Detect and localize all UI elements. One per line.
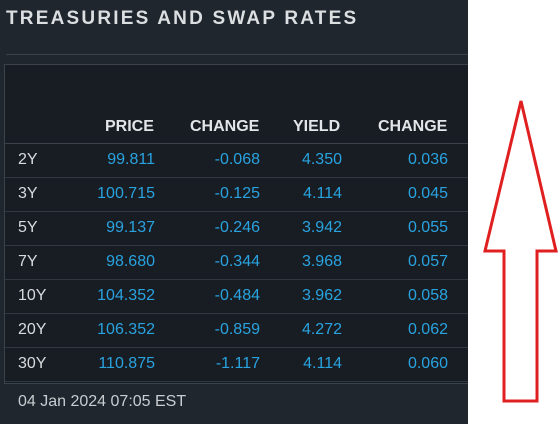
yield-cell: 4.114 bbox=[303, 185, 342, 202]
yield-cell: 3.942 bbox=[301, 219, 342, 236]
title-divider bbox=[6, 54, 468, 55]
price-change-cell: -1.117 bbox=[215, 355, 260, 372]
table-row[interactable]: 10Y 104.352 -0.484 3.962 0.058 bbox=[5, 280, 468, 314]
price-cell: 110.875 bbox=[98, 355, 155, 372]
treasuries-swap-rates-panel: TREASURIES AND SWAP RATES PRICE CHANGE Y… bbox=[0, 0, 468, 424]
price-change-cell: -0.484 bbox=[214, 287, 260, 304]
table-row[interactable]: 3Y 100.715 -0.125 4.114 0.045 bbox=[5, 178, 468, 212]
price-change-cell: -0.344 bbox=[214, 253, 260, 270]
price-change-cell: -0.859 bbox=[214, 321, 260, 338]
tenor-cell: 10Y bbox=[18, 287, 47, 304]
column-header-price[interactable]: PRICE bbox=[105, 118, 154, 135]
yield-change-cell: 0.055 bbox=[407, 219, 448, 236]
panel-title: TREASURIES AND SWAP RATES bbox=[6, 8, 359, 29]
column-header-price-change[interactable]: CHANGE bbox=[190, 118, 260, 135]
tenor-cell: 20Y bbox=[18, 321, 47, 338]
price-cell: 104.352 bbox=[97, 287, 155, 304]
price-cell: 98.680 bbox=[106, 253, 155, 270]
column-header-yield[interactable]: YIELD bbox=[293, 118, 341, 135]
tenor-cell: 2Y bbox=[18, 151, 38, 168]
yield-change-cell: 0.057 bbox=[407, 253, 448, 270]
yield-change-cell: 0.045 bbox=[407, 185, 448, 202]
table-row[interactable]: 20Y 106.352 -0.859 4.272 0.062 bbox=[5, 314, 468, 348]
column-header-yield-change[interactable]: CHANGE bbox=[378, 118, 448, 135]
yield-change-cell: 0.062 bbox=[407, 321, 448, 338]
table-row[interactable]: 30Y 110.875 -1.117 4.114 0.060 bbox=[5, 348, 468, 382]
yield-cell: 4.114 bbox=[303, 355, 342, 372]
tenor-cell: 30Y bbox=[18, 355, 47, 372]
tenor-cell: 3Y bbox=[18, 185, 38, 202]
price-cell: 106.352 bbox=[97, 321, 155, 338]
table-row[interactable]: 5Y 99.137 -0.246 3.942 0.055 bbox=[5, 212, 468, 246]
tenor-cell: 5Y bbox=[18, 219, 38, 236]
price-cell: 99.811 bbox=[107, 151, 155, 168]
yield-change-cell: 0.036 bbox=[407, 151, 448, 168]
price-cell: 100.715 bbox=[97, 185, 155, 202]
rates-table bbox=[4, 64, 468, 384]
table-row[interactable]: 7Y 98.680 -0.344 3.968 0.057 bbox=[5, 246, 468, 280]
header-divider bbox=[5, 143, 468, 144]
yield-change-cell: 0.060 bbox=[407, 355, 448, 372]
price-change-cell: -0.246 bbox=[214, 219, 260, 236]
yield-cell: 4.350 bbox=[301, 151, 342, 168]
yield-cell: 3.968 bbox=[301, 253, 342, 270]
table-row[interactable]: 2Y 99.811 -0.068 4.350 0.036 bbox=[5, 144, 468, 178]
price-change-cell: -0.068 bbox=[214, 151, 260, 168]
yield-cell: 4.272 bbox=[301, 321, 342, 338]
yield-change-cell: 0.058 bbox=[407, 287, 448, 304]
yield-cell: 3.962 bbox=[301, 287, 342, 304]
timestamp: 04 Jan 2024 07:05 EST bbox=[18, 393, 187, 410]
up-arrow-annotation bbox=[483, 100, 558, 403]
tenor-cell: 7Y bbox=[18, 253, 38, 270]
price-cell: 99.137 bbox=[106, 219, 155, 236]
price-change-cell: -0.125 bbox=[214, 185, 260, 202]
